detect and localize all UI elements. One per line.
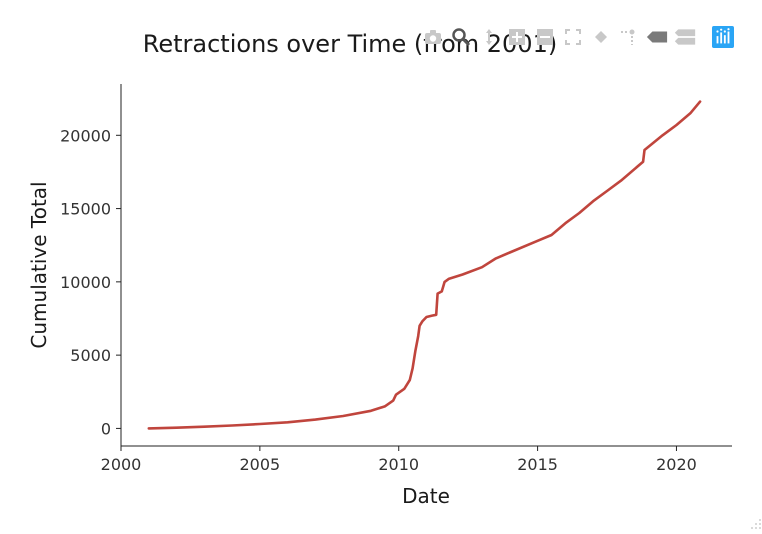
y-tick-label: 20000 [60,126,111,145]
x-tick-label: 2005 [240,455,281,474]
x-tick-label: 2000 [101,455,142,474]
camera-icon[interactable] [422,26,444,48]
spike-lines-icon[interactable] [618,26,640,48]
y-axis-ticks: 0 5000 10000 15000 20000 [60,126,121,438]
zoom-in-icon[interactable] [506,26,528,48]
x-axis-ticks: 2000 2005 2010 2015 2020 [101,446,697,474]
zoom-icon[interactable] [450,26,472,48]
y-axis-label: Cumulative Total [27,181,51,348]
resize-handle[interactable] [746,514,762,530]
autoscale-icon[interactable] [562,26,584,48]
modebar [422,26,734,48]
plotly-logo-icon[interactable] [712,26,734,48]
x-axis-label: Date [402,484,450,508]
pan-icon[interactable] [478,26,500,48]
y-tick-label: 15000 [60,200,111,219]
plot-area[interactable]: 0 5000 10000 15000 20000 2000 2005 2010 2015 202… [60,84,732,474]
hover-closest-icon[interactable] [646,26,668,48]
hover-compare-icon[interactable] [674,26,696,48]
y-tick-label: 10000 [60,273,111,292]
x-tick-label: 2015 [517,455,558,474]
cumulative-retractions-line [147,100,702,430]
x-tick-label: 2010 [378,455,419,474]
y-tick-label: 0 [101,419,111,438]
x-tick-label: 2020 [656,455,697,474]
y-tick-label: 5000 [70,346,111,365]
zoom-out-icon[interactable] [534,26,556,48]
reset-axes-icon[interactable] [590,26,612,48]
